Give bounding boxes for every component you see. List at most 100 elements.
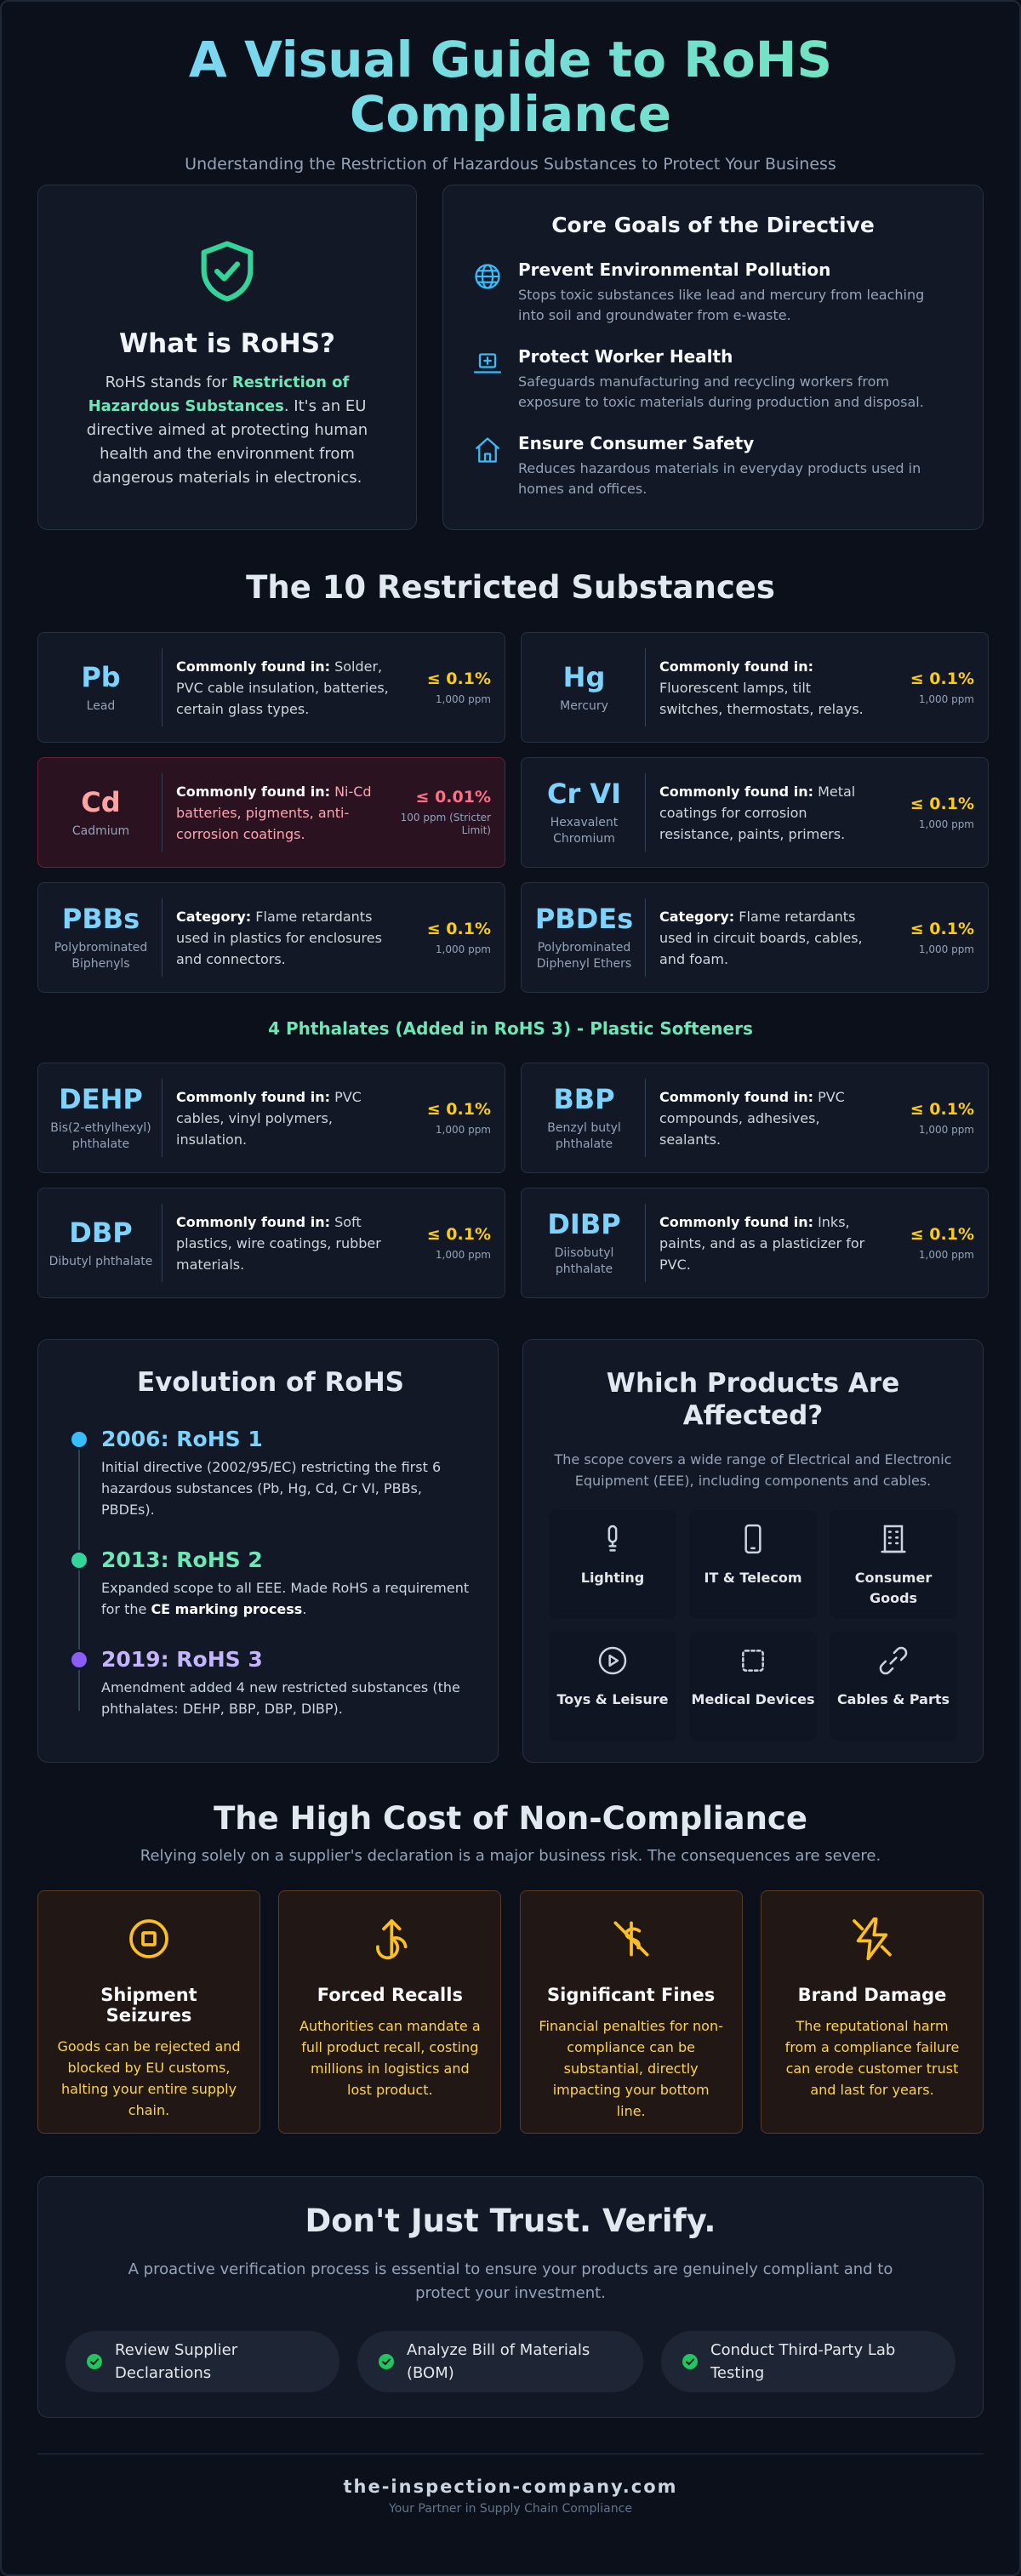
substance-name: Cadmium: [71, 824, 130, 838]
limit-value: ≤ 0.1%: [910, 669, 974, 688]
cost-card-recalls: Forced Recalls Authorities can mandate a…: [278, 1890, 502, 2134]
check-circle-icon: [379, 2354, 394, 2369]
limit-ppm: 100 ppm (Stricter Limit): [400, 812, 491, 836]
intro-text-before: RoHS stands for: [105, 373, 232, 391]
what-is-rohs-card: What is RoHS? RoHS stands for Restrictio…: [37, 185, 417, 530]
found-value: Flame retardants used in plastics for en…: [176, 908, 382, 967]
limit-ppm: 1,000 ppm: [918, 943, 974, 955]
limit-value: ≤ 0.1%: [910, 919, 974, 938]
substance-found: Category: Flame retardants used in plast…: [163, 906, 389, 970]
cost-title: The High Cost of Non-Compliance: [214, 1800, 807, 1837]
verify-step-label: Analyze Bill of Materials (BOM): [407, 2341, 590, 2382]
limit-value: ≤ 0.1%: [910, 1224, 974, 1244]
timeline-year: 2006: RoHS 1: [101, 1427, 263, 1451]
play-icon: [598, 1646, 627, 1675]
timeline-desc-text: Initial directive (2002/95/EC) restricti…: [101, 1459, 442, 1518]
recall-arrow-icon: [376, 1919, 408, 1960]
goal-desc: Safeguards manufacturing and recycling w…: [518, 373, 924, 410]
cost-card-desc: Authorities can mandate a full product r…: [299, 2018, 481, 2098]
substance-found: Commonly found in: Inks, paints, and as …: [646, 1211, 872, 1275]
goal-item: Protect Worker Health Safeguards manufac…: [472, 346, 954, 413]
verify-steps: Review Supplier Declarations Analyze Bil…: [38, 2331, 983, 2392]
limit-ppm: 1,000 ppm: [918, 1248, 974, 1261]
product-tile-medical-devices: Medical Devices: [689, 1632, 817, 1741]
products-card: Which Products Are Affected? The scope c…: [522, 1339, 984, 1763]
found-value: PVC compounds, adhesives, sealants.: [659, 1088, 845, 1148]
product-label: Consumer Goods: [854, 1570, 933, 1606]
evolution-title: Evolution of RoHS: [137, 1367, 404, 1398]
found-label: Commonly found in:: [176, 1088, 330, 1105]
check-circle-icon: [682, 2354, 698, 2369]
substance-card-bbp: BBP Benzyl butyl phthalate Commonly found…: [521, 1063, 989, 1173]
footer-tagline: Your Partner in Supply Chain Compliance: [389, 2502, 632, 2516]
substance-symbol: Cr VI: [546, 778, 622, 810]
footer: the-inspection-company.com Your Partner …: [37, 2453, 984, 2516]
intro-text-after: . It's an EU directive aimed at protecti…: [86, 397, 368, 487]
substance-symbol: PBBs: [61, 903, 140, 935]
limit-value: ≤ 0.1%: [426, 919, 491, 938]
goals-title: Core Goals of the Directive: [551, 213, 875, 237]
verify-step-label: Conduct Third-Party Lab Testing: [710, 2341, 896, 2382]
product-label: Cables & Parts: [836, 1691, 950, 1707]
found-value: Inks, paints, and as a plasticizer for P…: [659, 1213, 865, 1273]
limit-ppm: 1,000 ppm: [918, 692, 974, 705]
timeline-desc-bold: CE marking process: [151, 1601, 303, 1617]
products-title: Which Products Are Affected?: [606, 1368, 900, 1431]
substance-name: Hexavalent Chromium: [550, 816, 619, 846]
broken-lightning-icon: [853, 1917, 892, 1961]
verify-step-declarations: Review Supplier Declarations: [66, 2331, 339, 2392]
cost-card-fines: Significant Fines Financial penalties fo…: [519, 1890, 743, 2134]
substance-name: Dibutyl phthalate: [48, 1254, 153, 1268]
substance-name: Bis(2-ethylhexyl) phthalate: [50, 1121, 151, 1151]
found-label: Commonly found in:: [176, 658, 330, 675]
dollar-off-icon: [613, 1921, 649, 1957]
substance-card-pbdes: PBDEs Polybrominated Diphenyl Ethers Cate…: [521, 882, 989, 993]
found-label: Commonly found in:: [176, 1213, 330, 1230]
found-label: Commonly found in:: [659, 658, 813, 675]
goal-item: Prevent Environmental Pollution Stops to…: [472, 259, 954, 326]
found-value: Fluorescent lamps, tilt switches, thermo…: [659, 679, 864, 717]
limit-ppm: 1,000 ppm: [435, 692, 491, 705]
product-tile-toys-leisure: Toys & Leisure: [549, 1632, 676, 1741]
product-label: IT & Telecom: [704, 1570, 802, 1586]
check-circle-icon: [87, 2354, 102, 2369]
product-label: Toys & Leisure: [556, 1691, 669, 1707]
timeline-item: 2013: RoHS 2 Expanded scope to all EEE. …: [69, 1547, 472, 1620]
product-tile-cables-parts: Cables & Parts: [830, 1632, 957, 1741]
timeline-dot: [69, 1429, 89, 1450]
cost-card-title: Significant Fines: [547, 1985, 716, 2005]
substance-symbol: Cd: [81, 785, 121, 818]
timeline-dot: [69, 1550, 89, 1570]
limit-ppm: 1,000 ppm: [435, 1248, 491, 1261]
timeline-year: 2013: RoHS 2: [101, 1547, 263, 1572]
timeline-year: 2019: RoHS 3: [101, 1647, 263, 1672]
products-grid: Lighting IT & Telecom Consumer Goods: [549, 1510, 957, 1741]
substance-card-cd: Cd Cadmium Commonly found in: Ni-Cd batte…: [37, 757, 505, 868]
substances-title: The 10 Restricted Substances: [246, 569, 775, 606]
cost-card-desc: Goods can be rejected and blocked by EU …: [57, 2038, 241, 2118]
footer-brand-link[interactable]: the-inspection-company.com: [343, 2476, 678, 2497]
substance-found: Commonly found in: Ni-Cd batteries, pigm…: [163, 781, 389, 845]
substance-found: Commonly found in: PVC cables, vinyl pol…: [163, 1086, 389, 1150]
cost-row: Shipment Seizures Goods can be rejected …: [37, 1890, 984, 2134]
substance-card-dibp: DIBP Diisobutyl phthalate Commonly found …: [521, 1188, 989, 1298]
smartphone-icon: [744, 1524, 761, 1554]
limit-value: ≤ 0.1%: [910, 794, 974, 813]
product-tile-lighting: Lighting: [549, 1510, 676, 1619]
substance-name: Mercury: [560, 698, 608, 713]
goal-desc: Stops toxic substances like lead and mer…: [518, 287, 925, 323]
cost-card-desc: Financial penalties for non-compliance c…: [539, 2018, 723, 2119]
substance-card-hg: Hg Mercury Commonly found in: Fluorescent…: [521, 632, 989, 743]
substance-found: Commonly found in: Soft plastics, wire c…: [163, 1211, 389, 1275]
timeline-desc-after: .: [302, 1601, 307, 1617]
goal-desc: Reduces hazardous materials in everyday …: [518, 460, 921, 497]
substance-card-crvi: Cr VI Hexavalent Chromium Commonly found …: [521, 757, 989, 868]
timeline-item: 2006: RoHS 1 Initial directive (2002/95/…: [69, 1427, 472, 1520]
found-label: Commonly found in:: [176, 783, 330, 800]
substances-grid: Pb Lead Commonly found in: Solder, PVC ca…: [37, 632, 989, 993]
limit-value: ≤ 0.01%: [415, 788, 491, 806]
substance-card-dehp: DEHP Bis(2-ethylhexyl) phthalate Commonly…: [37, 1063, 505, 1173]
header: A Visual Guide to RoHS Compliance Unders…: [37, 2, 984, 185]
limit-ppm: 1,000 ppm: [918, 1123, 974, 1136]
products-desc: The scope covers a wide range of Electri…: [554, 1451, 952, 1489]
